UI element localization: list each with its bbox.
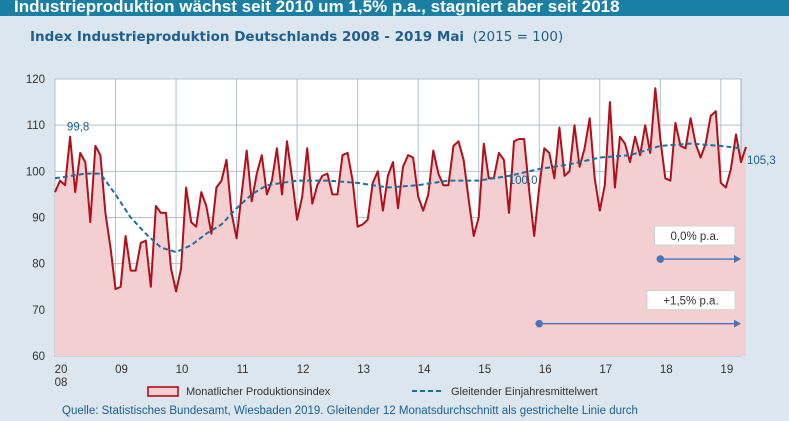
trend-arrow-head [734,319,741,328]
trend-label-box [654,225,736,246]
source-note: Quelle: Statistisches Bundesamt, Wiesbad… [62,405,638,417]
production-index-chart: 60 70 80 90 100 110 120 2008 09 10 11 12 13 14 15 16 17 1… [26,74,776,398]
trend-label: 0,0% p.a. [671,231,720,243]
legend-label-monthly: Monatlicher Produktionsindex [186,386,331,398]
x-tick-label: 20 [55,364,68,376]
data-label: 100,0 [509,175,538,187]
trend-label: +1,5% p.a. [663,296,718,308]
monthly-line [54,87,747,293]
chart-subtitle-main: Index Industrieproduktion Deutschlands 2… [30,29,465,45]
data-label: 105,3 [747,155,776,167]
x-tick-label: 11 [237,364,249,376]
trend-arrow-start [656,255,665,263]
trend-label-box [646,290,736,311]
trend-arrow-head [734,255,741,264]
y-tick-label: 120 [26,74,45,86]
legend: Monatlicher Produktionsindex Gleitender E… [147,386,598,398]
x-tick-label: 15 [478,364,491,376]
y-tick-label: 70 [32,305,45,317]
y-tick-label: 90 [32,213,45,225]
x-tick-label: 18 [660,364,673,376]
y-tick-label: 110 [27,120,45,132]
x-tick-label: 16 [539,364,552,376]
legend-swatch-monthly [147,386,179,397]
y-tick-label: 60 [32,351,45,363]
x-tick-label: 14 [418,364,431,376]
y-tick-label: 100 [26,166,45,178]
x-tick-label: 09 [115,364,128,376]
chart-subtitle-base: (2015 = 100) [472,29,564,45]
x-tick-label: 19 [720,364,733,376]
x-tick-label: 08 [55,377,68,389]
y-tick-label: 80 [32,259,45,271]
x-tick-label: 10 [176,364,189,376]
x-tick-label: 12 [297,364,310,376]
x-tick-label: 17 [599,364,612,376]
trend-arrow-start [535,319,544,328]
x-tick-label: 13 [357,364,370,376]
data-label: 99,8 [67,122,89,134]
moving-average-line [54,142,742,254]
page-banner-title: Industrieproduktion wächst seit 2010 um … [0,0,789,16]
chart-subtitle: Index Industrieproduktion Deutschlands 2… [30,29,563,45]
legend-label-average: Gleitender Einjahresmittelwert [451,386,598,398]
monthly-area [55,88,747,356]
